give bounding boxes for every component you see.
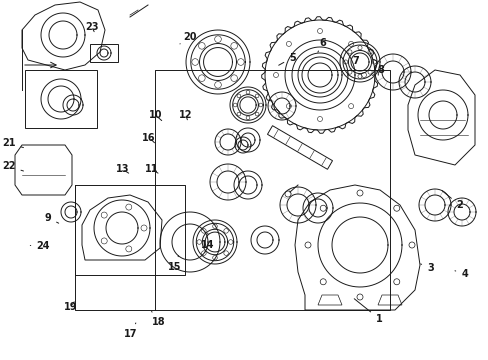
Text: 12: 12 bbox=[179, 110, 192, 120]
Text: 4: 4 bbox=[454, 269, 467, 279]
Text: 11: 11 bbox=[144, 164, 158, 174]
Text: 10: 10 bbox=[148, 110, 162, 121]
Text: 13: 13 bbox=[115, 164, 129, 174]
Text: 24: 24 bbox=[30, 240, 50, 251]
Text: 17: 17 bbox=[124, 323, 138, 339]
Text: 8: 8 bbox=[372, 65, 383, 76]
Text: 19: 19 bbox=[64, 302, 78, 312]
Text: 16: 16 bbox=[142, 132, 156, 143]
Text: 20: 20 bbox=[180, 32, 196, 44]
Text: 1: 1 bbox=[353, 299, 382, 324]
Text: 18: 18 bbox=[151, 311, 165, 327]
Text: 21: 21 bbox=[2, 138, 23, 148]
Text: 14: 14 bbox=[201, 233, 214, 250]
Text: 2: 2 bbox=[441, 191, 462, 210]
Bar bbox=[90, 44, 118, 62]
Text: 6: 6 bbox=[317, 38, 325, 52]
Text: 15: 15 bbox=[168, 256, 182, 272]
Text: 7: 7 bbox=[350, 56, 359, 69]
Text: 9: 9 bbox=[44, 213, 59, 223]
Text: 3: 3 bbox=[420, 263, 433, 273]
Bar bbox=[25, 70, 97, 128]
Text: 5: 5 bbox=[278, 53, 295, 65]
Text: 22: 22 bbox=[2, 161, 23, 171]
Text: 23: 23 bbox=[85, 22, 99, 32]
